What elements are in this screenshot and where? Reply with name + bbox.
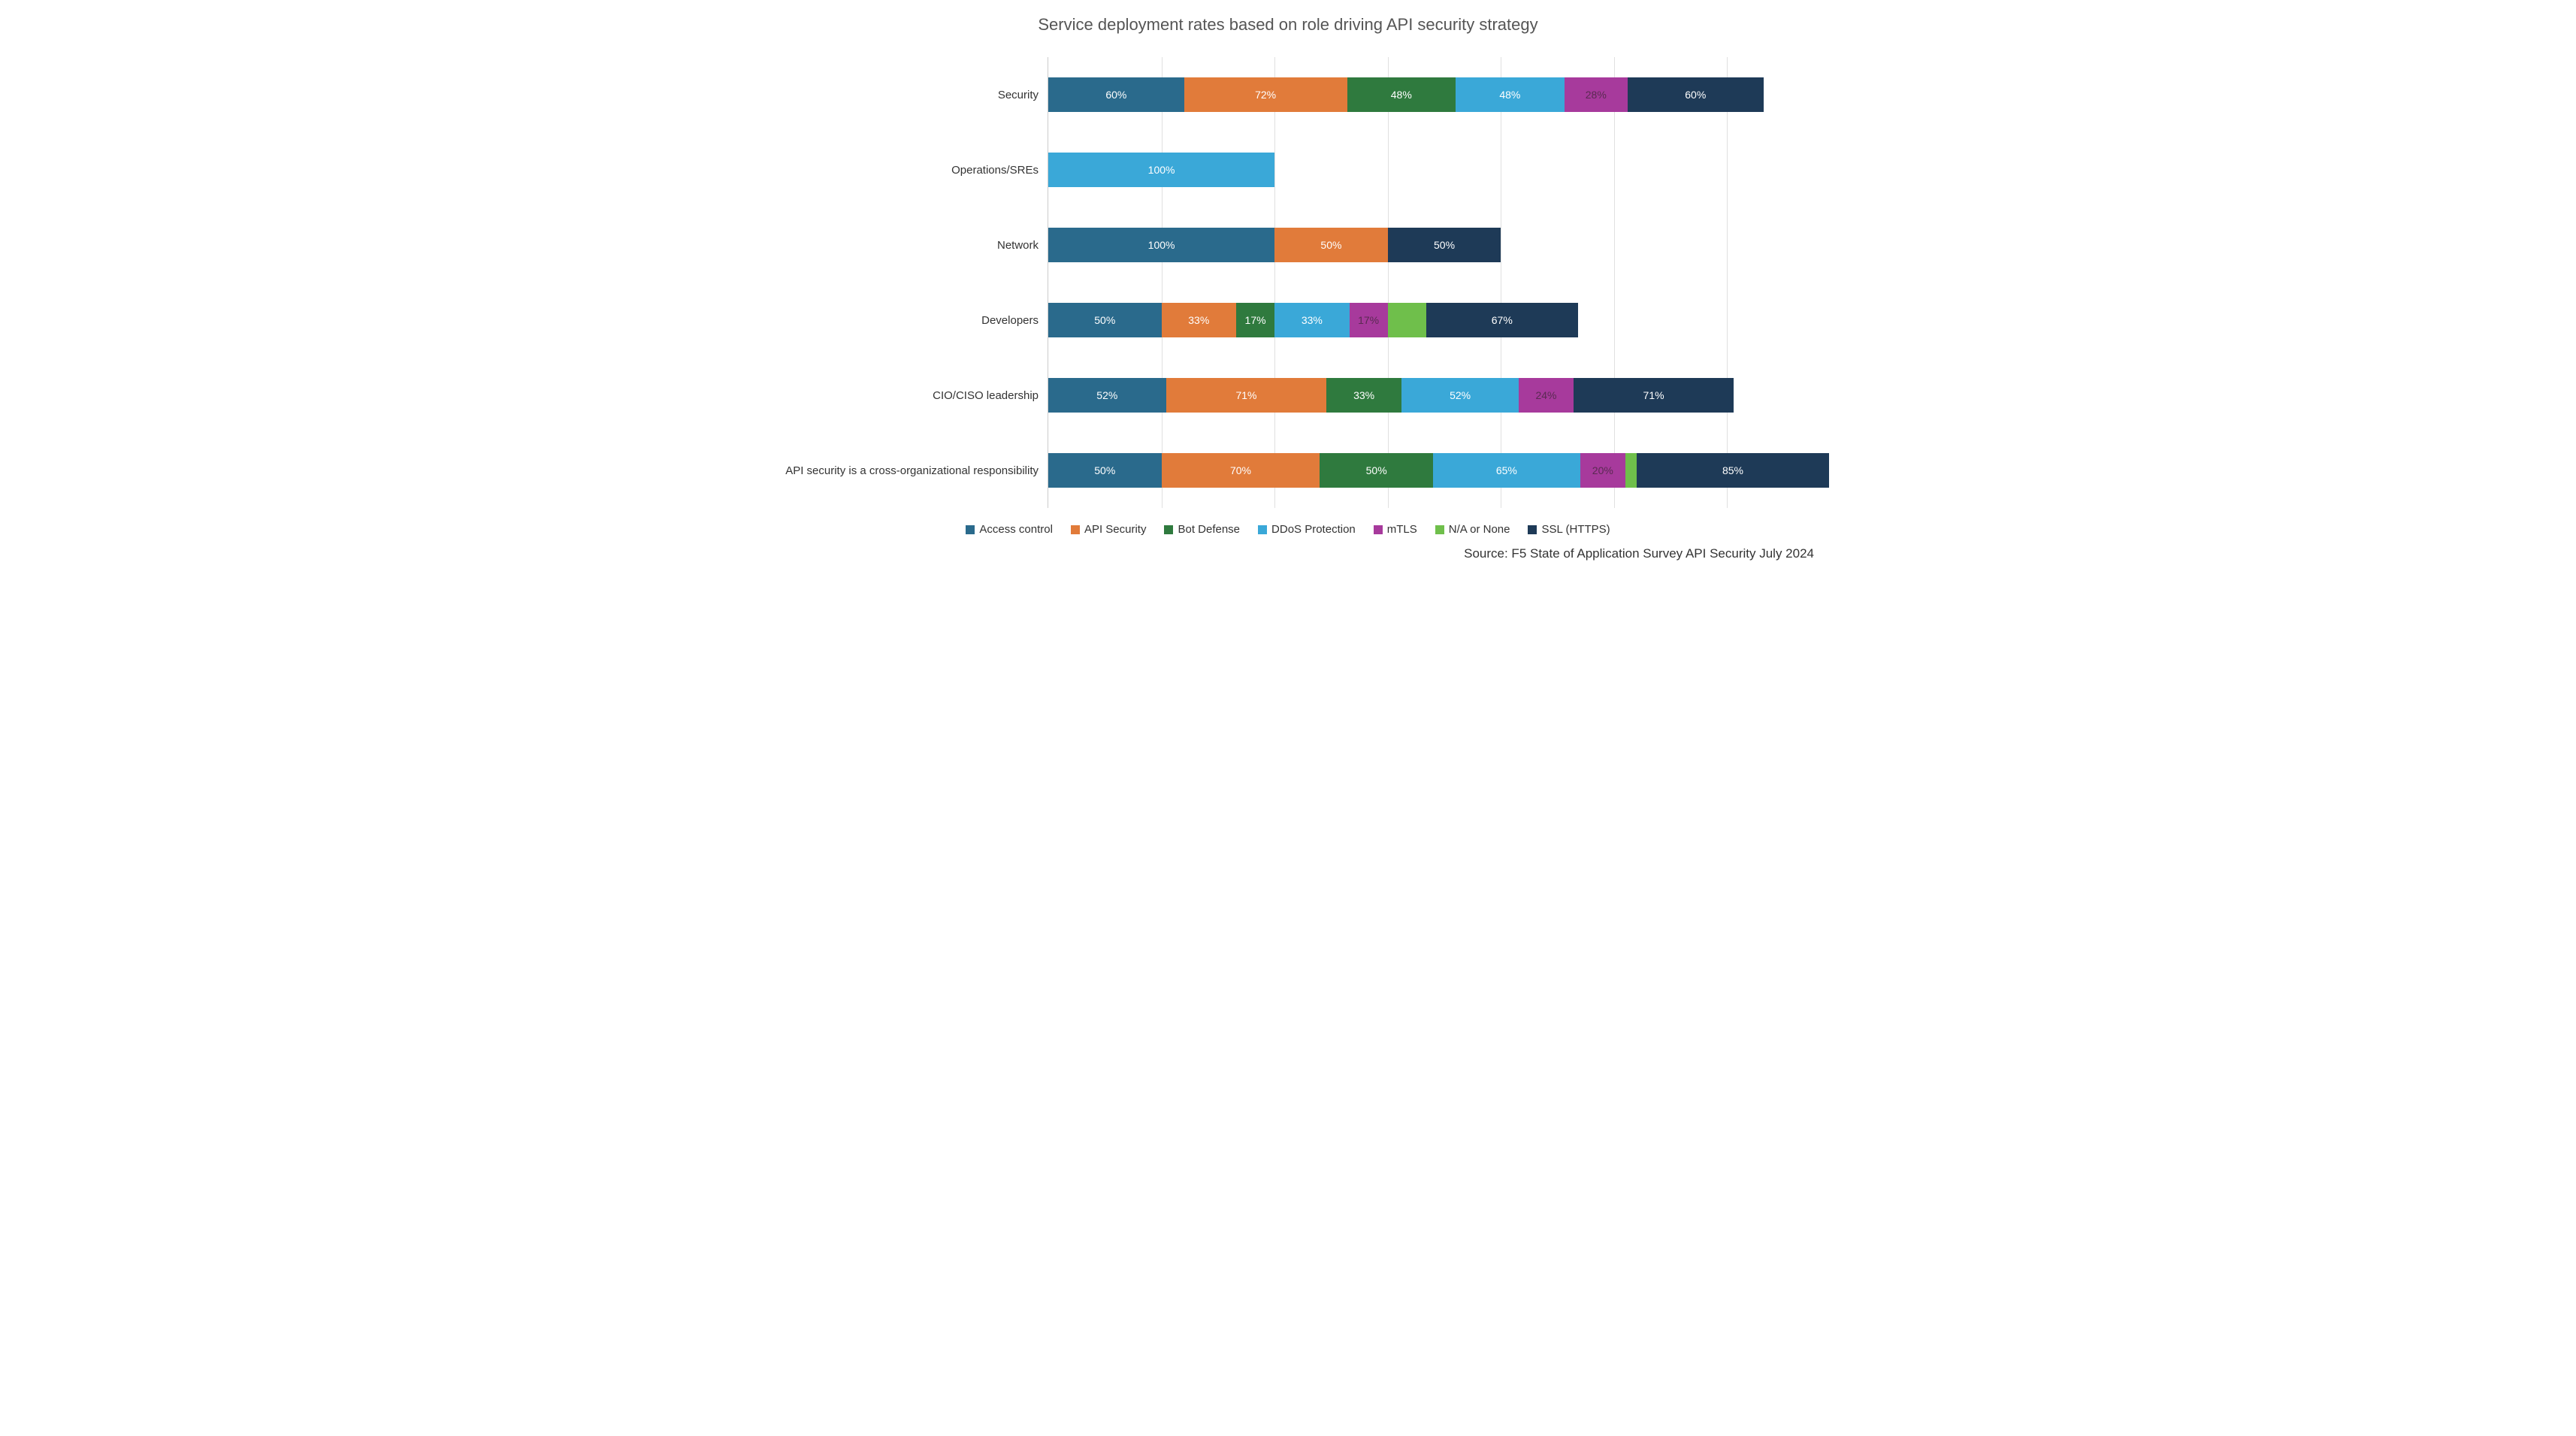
legend-swatch (966, 525, 975, 534)
category-label: CIO/CISO leadership (762, 358, 1048, 433)
bar-segment: 33% (1326, 378, 1401, 413)
chart-body: SecurityOperations/SREsNetworkDevelopers… (747, 57, 1829, 508)
category-label: Network (762, 207, 1048, 283)
legend-swatch (1435, 525, 1444, 534)
legend-label: mTLS (1387, 523, 1417, 536)
legend-label: Bot Defense (1178, 523, 1240, 536)
bar-segment: 48% (1456, 77, 1565, 112)
legend-label: SSL (HTTPS) (1541, 523, 1610, 536)
bar-segment (1625, 453, 1637, 488)
legend-item: SSL (HTTPS) (1528, 523, 1610, 536)
bar-row: 50%70%50%65%20%85% (1048, 433, 1829, 508)
bar-segment: 85% (1637, 453, 1829, 488)
legend-label: N/A or None (1449, 523, 1510, 536)
legend-label: Access control (979, 523, 1053, 536)
bar-segment: 50% (1048, 453, 1162, 488)
bar-segment: 67% (1426, 303, 1578, 337)
bar-segment: 71% (1166, 378, 1327, 413)
bar-segment: 50% (1274, 228, 1388, 262)
bar-row: 100% (1048, 132, 1829, 207)
category-label: Operations/SREs (762, 132, 1048, 207)
legend-item: API Security (1071, 523, 1147, 536)
chart-container: Service deployment rates based on role d… (747, 15, 1829, 561)
legend-item: Access control (966, 523, 1053, 536)
bar-segment: 20% (1580, 453, 1625, 488)
legend-item: mTLS (1374, 523, 1417, 536)
bar-segment: 71% (1574, 378, 1734, 413)
category-label: Security (762, 57, 1048, 132)
legend-swatch (1071, 525, 1080, 534)
bar-segment: 100% (1048, 228, 1274, 262)
legend-swatch (1374, 525, 1383, 534)
bar-stack: 52%71%33%52%24%71% (1048, 378, 1829, 413)
category-label: API security is a cross-organizational r… (762, 433, 1048, 508)
bar-segment: 72% (1184, 77, 1347, 112)
bar-row: 50%33%17%33%17%67% (1048, 283, 1829, 358)
bar-segment: 50% (1320, 453, 1433, 488)
bar-stack: 100% (1048, 153, 1829, 187)
bar-row: 52%71%33%52%24%71% (1048, 358, 1829, 433)
bar-segment: 48% (1347, 77, 1456, 112)
legend-swatch (1258, 525, 1267, 534)
bar-rows: 60%72%48%48%28%60%100%100%50%50%50%33%17… (1048, 57, 1829, 508)
chart-title: Service deployment rates based on role d… (747, 15, 1829, 35)
bar-stack: 100%50%50% (1048, 228, 1829, 262)
bar-row: 100%50%50% (1048, 207, 1829, 283)
bar-segment: 60% (1628, 77, 1764, 112)
legend-label: DDoS Protection (1271, 523, 1356, 536)
legend-swatch (1164, 525, 1173, 534)
legend-item: DDoS Protection (1258, 523, 1356, 536)
bar-segment: 52% (1401, 378, 1519, 413)
bar-stack: 60%72%48%48%28%60% (1048, 77, 1829, 112)
legend: Access control API Security Bot Defense DDo… (747, 523, 1829, 536)
legend-item: N/A or None (1435, 523, 1510, 536)
bar-segment: 17% (1350, 303, 1388, 337)
category-label: Developers (762, 283, 1048, 358)
bar-segment: 100% (1048, 153, 1274, 187)
bar-segment: 60% (1048, 77, 1184, 112)
legend-item: Bot Defense (1164, 523, 1240, 536)
bar-segment: 52% (1048, 378, 1166, 413)
legend-label: API Security (1084, 523, 1147, 536)
bar-segment: 50% (1048, 303, 1162, 337)
bar-segment: 50% (1388, 228, 1501, 262)
bar-segment (1388, 303, 1426, 337)
bar-segment: 65% (1433, 453, 1580, 488)
legend-swatch (1528, 525, 1537, 534)
source-attribution: Source: F5 State of Application Survey A… (747, 546, 1829, 561)
bar-stack: 50%70%50%65%20%85% (1048, 453, 1829, 488)
bar-stack: 50%33%17%33%17%67% (1048, 303, 1829, 337)
bar-row: 60%72%48%48%28%60% (1048, 57, 1829, 132)
bar-segment: 17% (1236, 303, 1274, 337)
bar-segment: 33% (1274, 303, 1349, 337)
plot-area: 60%72%48%48%28%60%100%100%50%50%50%33%17… (1048, 57, 1829, 508)
bar-segment: 70% (1162, 453, 1320, 488)
bar-segment: 33% (1162, 303, 1236, 337)
bar-segment: 28% (1565, 77, 1628, 112)
y-axis-labels: SecurityOperations/SREsNetworkDevelopers… (762, 57, 1048, 508)
bar-segment: 24% (1519, 378, 1573, 413)
